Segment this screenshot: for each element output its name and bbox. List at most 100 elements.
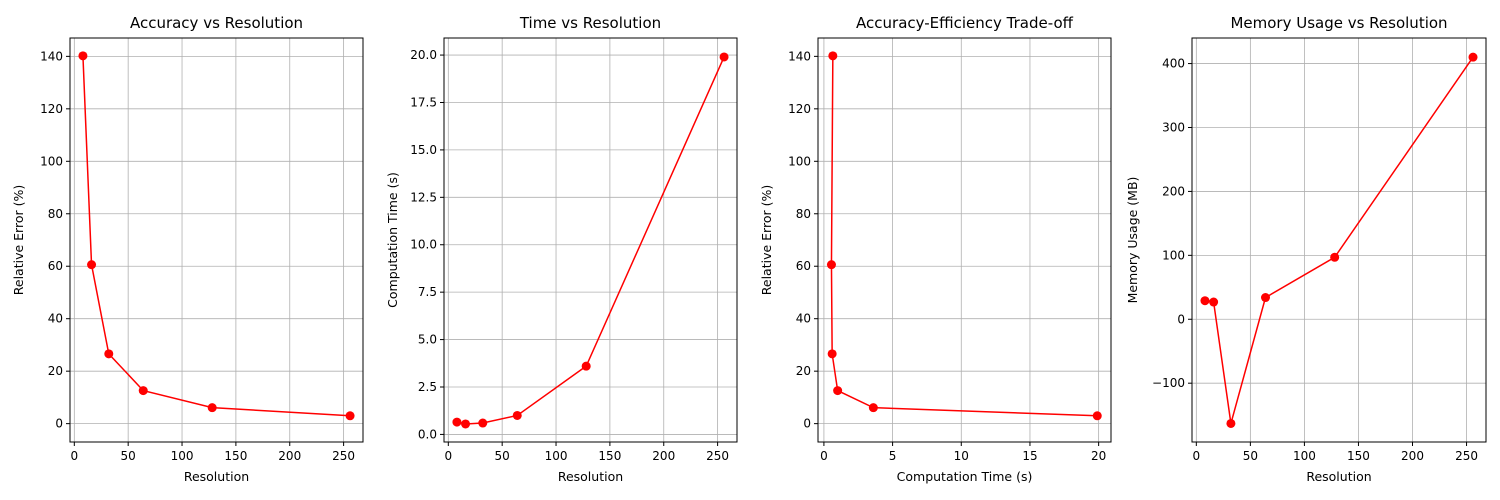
x-tick-label: 100 bbox=[1293, 449, 1316, 463]
y-tick-label: 20 bbox=[48, 364, 63, 378]
axes-frame bbox=[69, 37, 364, 443]
x-tick-label: 100 bbox=[545, 449, 568, 463]
data-point bbox=[87, 260, 97, 270]
data-point bbox=[512, 410, 522, 420]
data-point bbox=[138, 386, 148, 396]
y-tick-label: 40 bbox=[796, 312, 811, 326]
data-point bbox=[1092, 411, 1102, 421]
chart-title: Accuracy vs Resolution bbox=[130, 14, 303, 32]
data-point bbox=[868, 403, 878, 413]
y-tick-label: 60 bbox=[48, 259, 63, 273]
x-tick-label: 20 bbox=[1091, 449, 1106, 463]
x-tick-label: 50 bbox=[495, 449, 510, 463]
data-point bbox=[1330, 252, 1340, 262]
subplot-4: 0 50 100 150 200 250 −100 0 100 200 300 400 Memory U… bbox=[1125, 14, 1487, 484]
x-tick-label: 15 bbox=[1022, 449, 1037, 463]
data-point bbox=[461, 419, 471, 429]
chart-title: Memory Usage vs Resolution bbox=[1230, 14, 1447, 32]
x-tick-label: 5 bbox=[889, 449, 897, 463]
y-axis-label: Computation Time (s) bbox=[385, 172, 400, 308]
axes-frame bbox=[817, 37, 1112, 443]
x-tick-label: 250 bbox=[1455, 449, 1478, 463]
data-point bbox=[1261, 293, 1270, 303]
y-tick-label: 0 bbox=[803, 417, 811, 431]
series-line bbox=[82, 55, 351, 417]
axes-frame bbox=[1191, 37, 1487, 443]
y-tick-label: 400 bbox=[1162, 57, 1185, 71]
y-tick-label: 80 bbox=[48, 207, 63, 221]
series-line bbox=[456, 56, 725, 425]
x-axis-label: Resolution bbox=[558, 469, 623, 484]
y-tick-label: 140 bbox=[788, 49, 811, 63]
y-tick-label: 300 bbox=[1162, 120, 1185, 134]
x-tick-label: 150 bbox=[224, 449, 247, 463]
y-tick-label: 120 bbox=[40, 102, 63, 116]
subplot-1: 0 50 100 150 200 250 0 20 40 60 80 100 120 140 Accurac… bbox=[11, 14, 364, 484]
x-tick-label: 200 bbox=[652, 449, 675, 463]
data-point bbox=[78, 51, 88, 61]
x-tick-label: 0 bbox=[444, 449, 452, 463]
data-point bbox=[827, 349, 837, 359]
y-tick-label: 5.0 bbox=[418, 333, 437, 347]
data-point bbox=[1468, 52, 1478, 62]
y-tick-label: 20 bbox=[796, 364, 811, 378]
x-tick-label: 0 bbox=[70, 449, 78, 463]
y-tick-label: 0.0 bbox=[418, 427, 437, 441]
data-point bbox=[452, 417, 462, 427]
data-point bbox=[104, 349, 114, 359]
subplot-2: 0 50 100 150 200 250 0.0 2.5 5.0 7.5 10.0 12.5 15.0 1… bbox=[385, 14, 738, 484]
data-point bbox=[1226, 418, 1236, 428]
x-tick-label: 150 bbox=[598, 449, 621, 463]
x-axis-label: Computation Time (s) bbox=[897, 469, 1033, 484]
y-tick-label: 40 bbox=[48, 312, 63, 326]
y-tick-label: 17.5 bbox=[410, 95, 437, 109]
x-tick-label: 250 bbox=[706, 449, 729, 463]
series-line bbox=[830, 55, 1098, 417]
data-point bbox=[833, 386, 843, 396]
y-tick-label: 200 bbox=[1162, 184, 1185, 198]
y-tick-label: 2.5 bbox=[418, 380, 437, 394]
y-axis-label: Relative Error (%) bbox=[11, 185, 26, 295]
series-line bbox=[1204, 56, 1474, 424]
x-tick-label: 0 bbox=[1193, 449, 1201, 463]
data-point bbox=[1209, 297, 1219, 307]
x-tick-label: 150 bbox=[1347, 449, 1370, 463]
subplot-3: 0 5 10 15 20 0 20 40 60 80 100 120 140 Accuracy-Effic… bbox=[759, 14, 1112, 484]
y-tick-label: 20.0 bbox=[410, 48, 437, 62]
data-point bbox=[581, 361, 591, 371]
data-point bbox=[828, 51, 838, 61]
data-point bbox=[719, 52, 729, 62]
data-point bbox=[1200, 296, 1210, 306]
y-tick-label: 7.5 bbox=[418, 285, 437, 299]
y-tick-label: 120 bbox=[788, 102, 811, 116]
data-point bbox=[345, 411, 355, 421]
x-tick-label: 100 bbox=[171, 449, 194, 463]
y-tick-label: 80 bbox=[796, 207, 811, 221]
y-tick-label: 0 bbox=[55, 417, 63, 431]
y-tick-label: 100 bbox=[40, 154, 63, 168]
chart-title: Accuracy-Efficiency Trade-off bbox=[856, 14, 1074, 32]
x-tick-label: 10 bbox=[954, 449, 969, 463]
x-tick-label: 0 bbox=[820, 449, 828, 463]
y-tick-label: 12.5 bbox=[410, 190, 437, 204]
data-point bbox=[207, 403, 217, 413]
axes-frame bbox=[443, 37, 738, 443]
y-tick-label: 0 bbox=[1177, 312, 1185, 326]
x-tick-label: 250 bbox=[332, 449, 355, 463]
y-tick-label: 140 bbox=[40, 49, 63, 63]
y-tick-label: −100 bbox=[1152, 376, 1185, 390]
x-tick-label: 200 bbox=[1401, 449, 1424, 463]
x-tick-label: 50 bbox=[121, 449, 136, 463]
chart-title: Time vs Resolution bbox=[519, 14, 661, 32]
y-tick-label: 100 bbox=[1162, 248, 1185, 262]
data-point bbox=[826, 260, 836, 270]
y-tick-label: 15.0 bbox=[410, 143, 437, 157]
data-point bbox=[478, 418, 488, 428]
x-axis-label: Resolution bbox=[184, 469, 249, 484]
y-tick-label: 60 bbox=[796, 259, 811, 273]
x-tick-label: 200 bbox=[278, 449, 301, 463]
y-tick-label: 10.0 bbox=[410, 238, 437, 252]
y-axis-label: Relative Error (%) bbox=[759, 185, 774, 295]
x-tick-label: 50 bbox=[1243, 449, 1258, 463]
